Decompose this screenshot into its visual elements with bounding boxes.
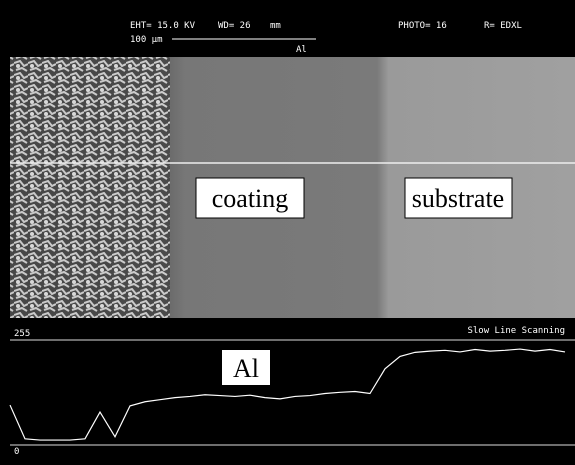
y-tick-label: 255	[14, 329, 30, 339]
element: Al	[296, 45, 307, 55]
rough-region	[10, 57, 170, 318]
substrate-label: substrate	[412, 184, 504, 213]
y-tick-label: 0	[14, 447, 19, 457]
scale: 100 µm	[130, 35, 163, 45]
eht: EHT= 15.0 KV	[130, 21, 196, 31]
legend-label: Al	[233, 354, 259, 383]
mode: R= EDXL	[484, 21, 522, 31]
coating-label: coating	[212, 184, 289, 213]
sem-figure: coating substrate EHT= 15.0 KV WD= 26 mm…	[0, 0, 575, 465]
wd-unit: mm	[270, 21, 281, 31]
page: {"header": {"eht": "EHT= 15.0 KV", "wd":…	[0, 0, 575, 465]
chart-subtitle: Slow Line Scanning	[467, 326, 565, 336]
wd: WD= 26	[218, 21, 251, 31]
photo: PHOTO= 16	[398, 21, 447, 31]
